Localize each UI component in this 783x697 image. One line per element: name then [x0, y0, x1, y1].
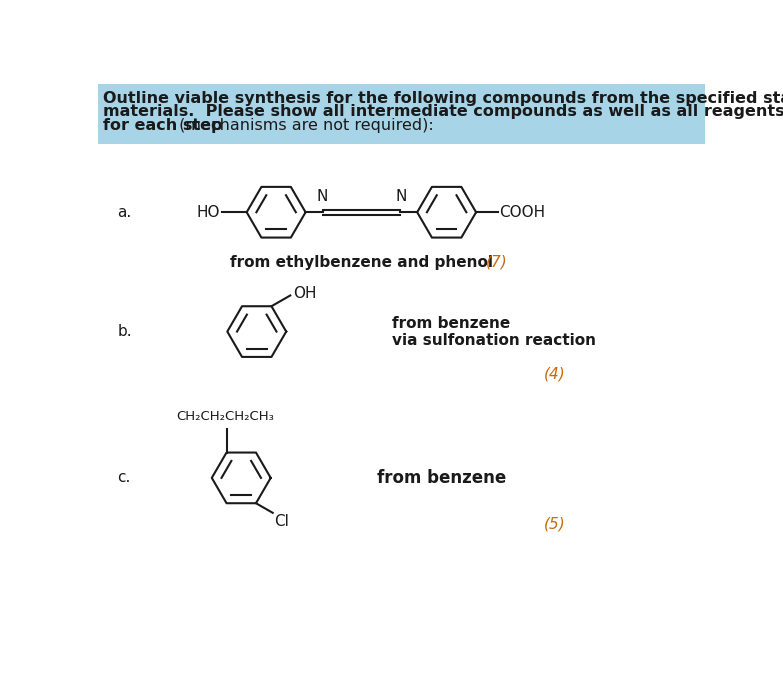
Text: Outline viable synthesis for the following compounds from the specified starting: Outline viable synthesis for the followi… — [103, 91, 783, 105]
Text: (5): (5) — [544, 516, 566, 532]
Text: CH₂CH₂CH₂CH₃: CH₂CH₂CH₂CH₃ — [176, 411, 274, 423]
Text: (mechanisms are not required):: (mechanisms are not required): — [174, 118, 434, 133]
Text: via sulfonation reaction: via sulfonation reaction — [392, 333, 597, 348]
Text: materials.  Please show all intermediate compounds as well as all reagents requi: materials. Please show all intermediate … — [103, 105, 783, 119]
Text: from benzene: from benzene — [392, 316, 511, 331]
Text: b.: b. — [117, 324, 132, 339]
Text: (7): (7) — [486, 255, 508, 270]
Bar — [98, 84, 705, 144]
Text: N: N — [395, 189, 406, 204]
Text: for each step: for each step — [103, 118, 222, 133]
Text: N: N — [316, 189, 327, 204]
Text: COOH: COOH — [500, 205, 546, 220]
Text: (4): (4) — [544, 367, 566, 381]
Text: Cl: Cl — [274, 514, 289, 530]
Text: HO: HO — [197, 205, 220, 220]
Text: from ethylbenzene and phenol: from ethylbenzene and phenol — [230, 255, 493, 270]
Text: c.: c. — [117, 470, 131, 485]
Text: OH: OH — [294, 286, 317, 301]
Text: a.: a. — [117, 205, 132, 220]
Text: from benzene: from benzene — [377, 469, 506, 487]
